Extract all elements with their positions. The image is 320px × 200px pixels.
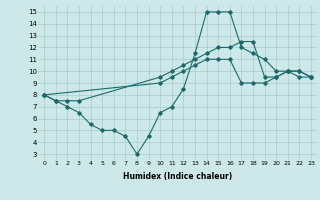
- X-axis label: Humidex (Indice chaleur): Humidex (Indice chaleur): [123, 172, 232, 181]
